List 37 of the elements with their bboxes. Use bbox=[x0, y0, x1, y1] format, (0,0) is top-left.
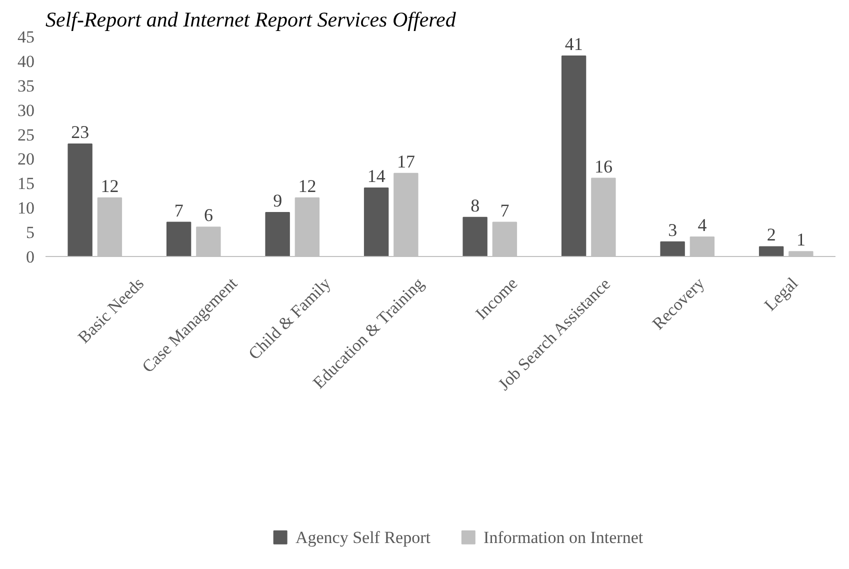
bar bbox=[561, 56, 586, 256]
bar bbox=[758, 246, 784, 256]
data-label: 1 bbox=[796, 230, 806, 250]
chart-title: Self-Report and Internet Report Services Offered bbox=[46, 8, 456, 32]
data-label: 4 bbox=[698, 214, 707, 235]
data-label: 3 bbox=[668, 220, 678, 240]
data-label: 41 bbox=[564, 34, 583, 54]
y-tick-label: 15 bbox=[18, 174, 34, 194]
y-tick-label: 25 bbox=[18, 125, 34, 144]
legend-label: Agency Self Report bbox=[295, 528, 431, 547]
legend-label: Information on Internet bbox=[484, 528, 644, 547]
data-label: 23 bbox=[71, 122, 90, 142]
data-label: 6 bbox=[204, 205, 213, 226]
bar bbox=[364, 188, 389, 256]
bar bbox=[166, 222, 192, 256]
y-tick-label: 40 bbox=[18, 52, 34, 71]
data-label: 16 bbox=[594, 156, 612, 176]
y-tick-label: 5 bbox=[26, 223, 34, 242]
data-label: 12 bbox=[298, 176, 316, 196]
y-tick-label: 10 bbox=[18, 198, 34, 218]
y-tick-label: 30 bbox=[18, 100, 34, 120]
y-tick-label: 45 bbox=[18, 28, 34, 46]
bar bbox=[462, 216, 488, 256]
bar bbox=[265, 212, 290, 256]
data-label: 7 bbox=[174, 200, 184, 220]
bar bbox=[660, 241, 685, 256]
bar bbox=[68, 144, 92, 256]
data-label: 2 bbox=[766, 224, 776, 245]
y-tick-label: 0 bbox=[26, 248, 34, 266]
data-label: 17 bbox=[396, 151, 415, 172]
y-tick-label: 20 bbox=[18, 150, 34, 169]
data-label: 8 bbox=[470, 195, 480, 216]
data-label: 12 bbox=[100, 176, 119, 196]
data-label: 7 bbox=[500, 200, 510, 220]
data-label: 14 bbox=[367, 166, 386, 186]
y-tick-label: 35 bbox=[18, 76, 34, 96]
data-label: 9 bbox=[273, 190, 282, 210]
